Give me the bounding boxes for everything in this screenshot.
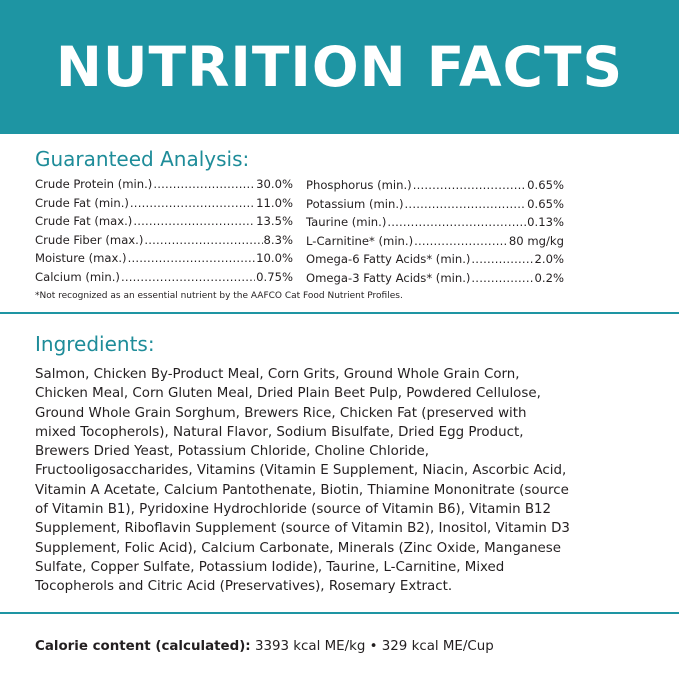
analysis-row: Crude Fiber (max.) 8.3% xyxy=(35,231,293,250)
calorie-value: 3393 kcal ME/kg • 329 kcal ME/Cup xyxy=(254,639,494,654)
analysis-row: Calcium (min.) 0.75% xyxy=(35,268,293,287)
analysis-row: Crude Fat (max.) 13.5% xyxy=(35,212,293,231)
dot-leader xyxy=(128,249,256,268)
analysis-left-column: Crude Protein (min.) 30.0% Crude Fat (min.… xyxy=(35,175,293,286)
section-divider xyxy=(0,132,679,134)
guaranteed-analysis-heading: Guaranteed Analysis: xyxy=(35,147,250,171)
dot-leader xyxy=(130,194,255,213)
analysis-nutrient-value: 0.13% xyxy=(527,215,564,229)
section-divider xyxy=(0,612,679,614)
analysis-nutrient-name: L-Carnitine* (min.) xyxy=(306,233,414,248)
analysis-nutrient-name: Calcium (min.) xyxy=(35,269,120,284)
dot-leader xyxy=(471,250,533,269)
analysis-nutrient-name: Phosphorus (min.) xyxy=(306,178,412,192)
analysis-row: Potassium (min.) 0.65% xyxy=(306,195,564,214)
dot-leader xyxy=(387,213,526,232)
analysis-nutrient-name: Crude Fat (max.) xyxy=(35,214,133,228)
dot-leader xyxy=(144,231,262,250)
analysis-row: Phosphorus (min.) 0.65% xyxy=(306,176,564,195)
analysis-nutrient-value: 11.0% xyxy=(256,195,293,210)
dot-leader xyxy=(133,212,255,231)
analysis-nutrient-value: 10.0% xyxy=(256,251,293,265)
analysis-nutrient-name: Crude Fiber (max.) xyxy=(35,232,144,247)
analysis-nutrient-value: 0.65% xyxy=(527,196,564,211)
analysis-nutrient-value: 2.0% xyxy=(534,252,564,266)
analysis-nutrient-name: Omega-3 Fatty Acids* (min.) xyxy=(306,270,471,285)
analysis-nutrient-name: Potassium (min.) xyxy=(306,196,404,211)
analysis-nutrient-name: Taurine (min.) xyxy=(306,215,387,229)
page-title: NUTRITION FACTS xyxy=(55,35,624,99)
analysis-row: Omega-3 Fatty Acids* (min.) 0.2% xyxy=(306,269,564,288)
analysis-nutrient-name: Moisture (max.) xyxy=(35,251,127,265)
analysis-nutrient-value: 0.2% xyxy=(534,270,564,285)
analysis-row: Crude Fat (min.) 11.0% xyxy=(35,194,293,213)
ingredients-heading: Ingredients: xyxy=(35,332,155,356)
dot-leader xyxy=(471,269,533,288)
analysis-nutrient-value: 13.5% xyxy=(256,214,293,228)
analysis-row: Omega-6 Fatty Acids* (min.) 2.0% xyxy=(306,250,564,269)
nutrition-facts-banner: NUTRITION FACTS xyxy=(0,0,679,132)
analysis-nutrient-value: 80 mg/kg xyxy=(508,233,564,248)
calorie-label: Calorie content (calculated): xyxy=(35,639,251,654)
analysis-nutrient-name: Omega-6 Fatty Acids* (min.) xyxy=(306,252,471,266)
section-divider xyxy=(0,312,679,314)
analysis-nutrient-name: Crude Fat (min.) xyxy=(35,195,129,210)
ingredients-list: Salmon, Chicken By-Product Meal, Corn Gr… xyxy=(35,367,570,595)
calorie-content: Calorie content (calculated): 3393 kcal … xyxy=(35,639,494,654)
analysis-nutrient-value: 30.0% xyxy=(256,177,293,191)
analysis-footnote: *Not recognized as an essential nutrient… xyxy=(35,291,403,301)
analysis-nutrient-value: 0.75% xyxy=(256,269,293,284)
analysis-row: Taurine (min.) 0.13% xyxy=(306,213,564,232)
dot-leader xyxy=(414,232,508,251)
dot-leader xyxy=(121,268,255,287)
dot-leader xyxy=(153,175,255,194)
analysis-right-column: Phosphorus (min.) 0.65% Potassium (min.) 0.… xyxy=(306,176,564,287)
analysis-row: Crude Protein (min.) 30.0% xyxy=(35,175,293,194)
dot-leader xyxy=(405,195,527,214)
analysis-nutrient-value: 8.3% xyxy=(263,232,293,247)
analysis-nutrient-name: Crude Protein (min.) xyxy=(35,177,153,191)
dot-leader xyxy=(413,176,526,195)
guaranteed-analysis-section: Guaranteed Analysis: xyxy=(0,134,679,312)
analysis-nutrient-value: 0.65% xyxy=(527,178,564,192)
analysis-row: L-Carnitine* (min.) 80 mg/kg xyxy=(306,232,564,251)
analysis-row: Moisture (max.) 10.0% xyxy=(35,249,293,268)
